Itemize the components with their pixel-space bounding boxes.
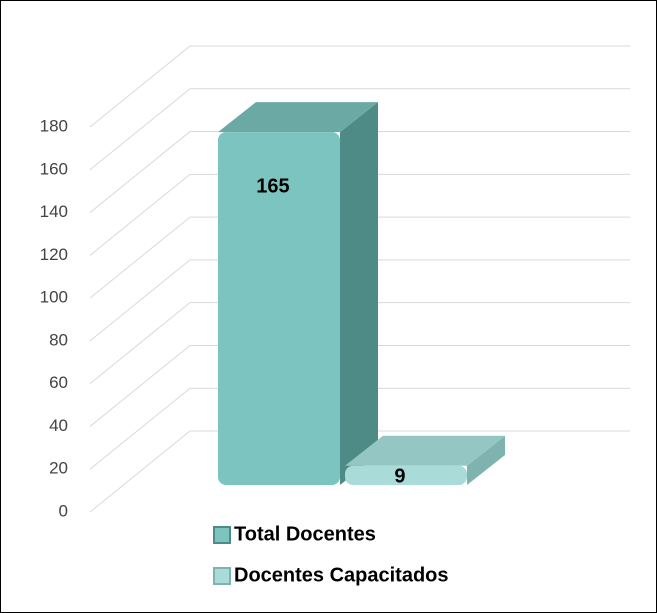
legend-swatch: [213, 526, 231, 544]
grid-line: [89, 259, 630, 342]
grid-line: [89, 430, 630, 513]
y-tick-label: 180: [40, 116, 68, 135]
bar-side: [340, 102, 378, 485]
grid-line: [89, 216, 630, 299]
y-tick-label: 0: [59, 501, 68, 520]
legend-label: Docentes Capacitados: [234, 564, 449, 586]
legend-swatch: [213, 567, 231, 585]
bar-top: [218, 102, 378, 133]
y-tick-label: 160: [40, 159, 68, 178]
y-tick-label: 140: [40, 202, 68, 221]
bar: [218, 132, 340, 486]
grid-line: [89, 88, 630, 171]
bar-side: [467, 435, 505, 485]
grid-line: [89, 344, 630, 427]
data-label: 165: [256, 175, 289, 197]
grid-line: [89, 131, 630, 213]
y-tick-label: 100: [40, 288, 68, 307]
grid-line: [89, 173, 630, 256]
grid-line: [89, 302, 630, 385]
grid-line: [89, 387, 630, 470]
y-tick-label: 60: [49, 373, 68, 392]
bar-top: [345, 435, 505, 466]
grid-line: [89, 45, 630, 128]
y-tick-label: 120: [40, 245, 68, 264]
bar: [345, 465, 467, 485]
y-tick-label: 80: [49, 330, 68, 349]
y-tick-label: 20: [49, 459, 68, 478]
legend-label: Total Docentes: [234, 523, 376, 545]
y-tick-label: 40: [49, 416, 68, 435]
data-label: 9: [394, 466, 405, 488]
